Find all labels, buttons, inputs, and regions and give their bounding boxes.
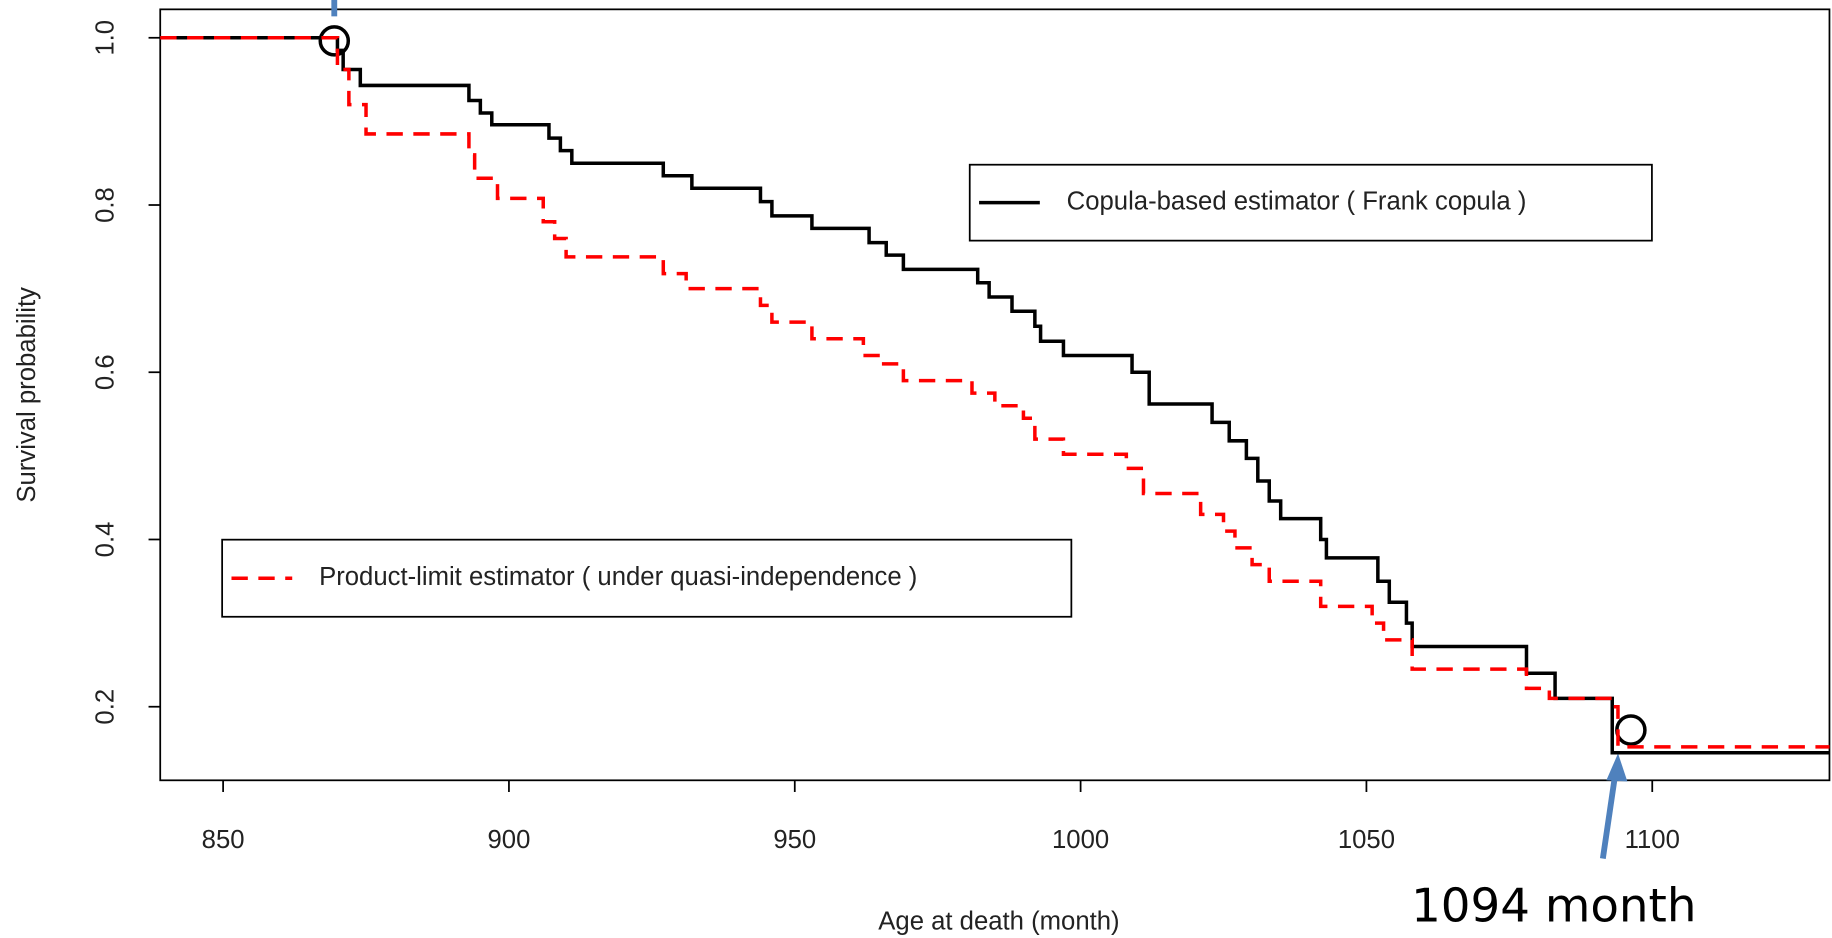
arrow-head	[1606, 753, 1628, 782]
legend-box	[221, 538, 1073, 618]
marker-circle	[1615, 714, 1647, 746]
x-tick-label: 950	[773, 826, 816, 854]
legend-label: Copula-based estimator ( Frank copula )	[1067, 187, 1527, 215]
step-line	[160, 36, 1830, 749]
y-tick-label: 1.0	[91, 20, 119, 56]
plot-frame	[159, 8, 1831, 782]
y-tick-label: 0.2	[91, 689, 119, 725]
annotation: 1094 month	[1411, 879, 1696, 933]
x-tick-label: 1050	[1338, 826, 1395, 854]
y-tick-label: 0.8	[91, 187, 119, 223]
x-tick-label: 1000	[1052, 826, 1109, 854]
y-tick-label: 0.6	[91, 354, 119, 390]
x-tick-label: 1100	[1625, 826, 1680, 854]
y-axis-label: Survival probability	[13, 287, 41, 503]
arrow	[1599, 770, 1619, 859]
x-tick-label: 850	[202, 826, 245, 854]
y-tick-label: 0.4	[91, 522, 119, 558]
marker-circle	[318, 25, 351, 57]
x-tick-label: 900	[488, 826, 531, 854]
x-axis-label: Age at death (month)	[878, 908, 1119, 936]
step-line	[160, 36, 1830, 755]
legend-box	[968, 163, 1653, 242]
legend-label: Product-limit estimator ( under quasi-in…	[319, 563, 917, 591]
